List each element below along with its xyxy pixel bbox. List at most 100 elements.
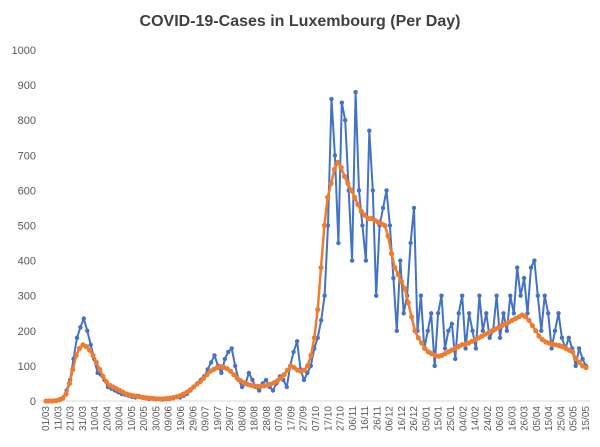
data-point [542,293,547,298]
data-point [291,349,296,355]
x-tick-label: 25/01 [446,406,457,431]
x-tick-label: 20/05 [139,406,150,431]
data-point [388,251,395,257]
data-point [556,311,561,316]
x-tick-label: 17/09 [286,406,297,431]
data-point [442,346,448,351]
data-point [570,349,576,355]
x-tick-label: 19/07 [213,406,224,431]
x-tick-label: 06/03 [495,406,506,431]
data-point [222,356,228,362]
data-point [566,335,571,340]
data-point [319,318,324,323]
data-point [415,335,421,341]
data-point [339,100,344,105]
data-point [497,335,503,340]
data-point [341,173,348,179]
data-point [81,316,87,321]
x-tick-label: 26/12 [409,406,420,431]
data-point [294,339,300,344]
data-point [521,275,527,281]
data-point [345,180,351,186]
data-point [325,223,331,228]
x-tick-label: 07/10 [311,406,322,431]
x-tick-label: 05/05 [569,406,580,431]
x-tick-label: 27/10 [336,406,347,431]
x-tick-label: 27/09 [299,406,310,431]
data-point [331,166,337,172]
data-point [278,375,284,381]
data-point [348,187,354,193]
data-point [208,360,214,365]
data-point [281,372,287,378]
data-point [329,96,334,102]
data-point [382,222,388,229]
x-tick-label: 06/11 [348,406,359,431]
data-point [212,353,217,358]
data-point [504,328,510,333]
data-point [93,359,99,365]
data-point [358,208,364,215]
x-tick-label: 04/02 [458,406,469,431]
x-tick-label: 30/04 [115,406,126,431]
data-point [480,328,485,333]
data-point [270,388,276,393]
data-point [88,342,93,347]
data-point [311,335,317,341]
data-point [318,265,324,271]
data-point [573,363,578,369]
data-point [460,293,465,298]
data-point [284,384,289,390]
data-point [367,128,372,133]
data-point [370,188,375,193]
data-point [257,388,262,393]
data-point [74,335,80,340]
chart-title: COVID-19-Cases in Luxembourg (Per Day) [140,13,461,30]
data-point [392,265,398,271]
data-point [501,311,506,316]
x-tick-label: 18/08 [250,406,261,431]
x-tick-label: 09/07 [201,406,212,431]
data-point [87,347,93,353]
data-point [391,275,396,281]
series-2 [43,159,589,404]
x-tick-label: 26/03 [520,406,531,431]
data-point [395,272,401,278]
x-tick-label: 19/06 [176,406,187,431]
data-point [305,363,311,369]
data-point [60,395,66,401]
data-point [301,377,307,383]
data-point [70,366,76,372]
data-point [349,258,355,263]
data-point [484,311,489,316]
x-tick-label: 08/08 [237,406,248,431]
y-tick-label: 900 [18,80,36,92]
x-tick-label: 25/04 [556,406,567,431]
x-tick-label: 15/05 [581,406,592,431]
data-point [422,345,428,351]
data-point [338,165,344,171]
data-point [90,352,96,358]
data-point [100,373,106,379]
data-point [353,89,358,95]
data-point [398,279,405,285]
data-point [487,335,492,340]
x-tick-label: 31/03 [78,406,89,431]
data-point [549,346,554,351]
data-point [335,159,341,165]
x-tick-label: 16/12 [397,406,408,431]
x-tick-label: 10/05 [127,406,138,431]
data-point [227,368,234,374]
data-point [356,188,362,193]
data-point [66,380,73,386]
x-tick-label: 05/04 [532,406,543,431]
data-point [315,307,321,313]
data-point [508,293,513,298]
data-point [250,377,255,383]
x-tick-label: 21/03 [66,406,77,431]
data-point [219,370,224,376]
data-point [83,344,89,350]
data-point [363,258,369,263]
